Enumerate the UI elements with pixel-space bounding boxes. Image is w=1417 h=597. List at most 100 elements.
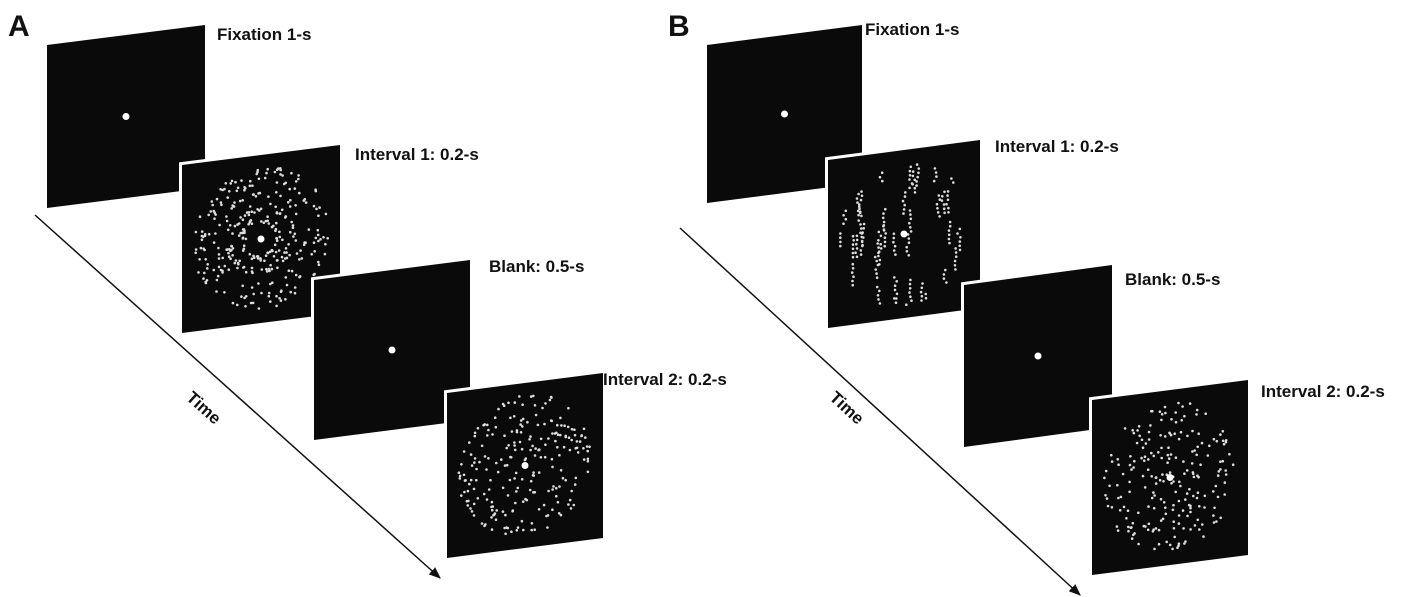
dot	[265, 254, 268, 257]
dot	[231, 180, 234, 183]
dot	[259, 192, 262, 195]
dot	[258, 307, 261, 310]
dot	[502, 487, 505, 490]
dot	[249, 253, 252, 256]
dot	[860, 199, 863, 202]
dot	[916, 163, 919, 166]
dot	[525, 457, 528, 460]
dot	[877, 246, 880, 249]
dot	[945, 281, 948, 284]
dot	[852, 267, 855, 270]
dot	[220, 201, 223, 204]
dot	[519, 441, 522, 444]
dot	[1172, 509, 1175, 512]
dot	[242, 237, 245, 240]
dot	[908, 187, 911, 190]
dot	[1199, 463, 1202, 466]
dot	[943, 207, 946, 210]
dot	[894, 253, 897, 256]
dot	[917, 172, 920, 175]
dot	[258, 178, 261, 181]
dot	[863, 227, 866, 230]
dot	[458, 471, 461, 474]
dot	[1108, 485, 1111, 488]
fixation-point	[1035, 353, 1042, 360]
dot	[214, 213, 217, 216]
dot	[529, 435, 532, 438]
dot	[244, 305, 247, 308]
dot	[574, 434, 577, 437]
dot	[1219, 460, 1222, 463]
dot	[294, 286, 297, 289]
dot	[860, 190, 863, 193]
dot	[909, 170, 912, 173]
dot	[1160, 498, 1163, 501]
dot	[288, 269, 291, 272]
dot	[905, 303, 908, 306]
dot	[295, 180, 298, 183]
dot	[221, 189, 224, 192]
dot	[467, 504, 470, 507]
dot	[294, 233, 297, 236]
screen-label: Interval 1: 0.2-s	[355, 145, 479, 164]
dot	[1159, 434, 1162, 437]
dot	[206, 267, 209, 270]
dot	[902, 212, 905, 215]
dot	[959, 228, 962, 231]
dot	[1170, 482, 1173, 485]
dot	[515, 490, 518, 493]
dot	[294, 204, 297, 207]
dot	[550, 420, 553, 423]
dot	[544, 443, 547, 446]
dot	[459, 477, 462, 480]
dot	[857, 214, 860, 217]
dot	[959, 249, 962, 252]
dot	[568, 436, 571, 439]
dot	[537, 424, 540, 427]
dot	[877, 255, 880, 258]
dot	[533, 528, 536, 531]
dot	[1169, 471, 1172, 474]
dot	[895, 280, 898, 283]
fixation-point	[781, 111, 788, 118]
dot	[851, 271, 854, 274]
dot	[555, 495, 558, 498]
dot	[934, 167, 937, 170]
dot	[1155, 482, 1158, 485]
dot	[1162, 480, 1165, 483]
dot	[1173, 536, 1176, 539]
dot	[909, 174, 912, 177]
screen-label: Blank: 0.5-s	[489, 257, 584, 276]
dot	[580, 434, 583, 437]
dot	[299, 249, 302, 252]
dot	[516, 529, 519, 532]
dot	[234, 181, 237, 184]
dot	[909, 283, 912, 286]
dot	[287, 243, 290, 246]
dot	[1141, 439, 1144, 442]
dot	[230, 245, 233, 248]
dot	[521, 448, 524, 451]
dot	[1194, 524, 1197, 527]
dot	[1150, 475, 1153, 478]
dot	[303, 241, 306, 244]
dot	[1117, 529, 1120, 532]
dot	[936, 203, 939, 206]
dot	[272, 225, 275, 228]
dot	[1147, 468, 1150, 471]
dot	[909, 287, 912, 290]
dot	[504, 533, 507, 536]
dot	[318, 263, 321, 266]
dot	[216, 279, 219, 282]
dot	[543, 504, 546, 507]
dot	[908, 241, 911, 244]
dot	[1163, 501, 1166, 504]
dot	[216, 198, 219, 201]
dot	[292, 226, 295, 229]
dot	[522, 529, 525, 532]
dot	[879, 243, 882, 246]
dot	[494, 416, 497, 419]
dot	[292, 224, 295, 227]
dot	[470, 453, 473, 456]
dot	[878, 231, 881, 234]
